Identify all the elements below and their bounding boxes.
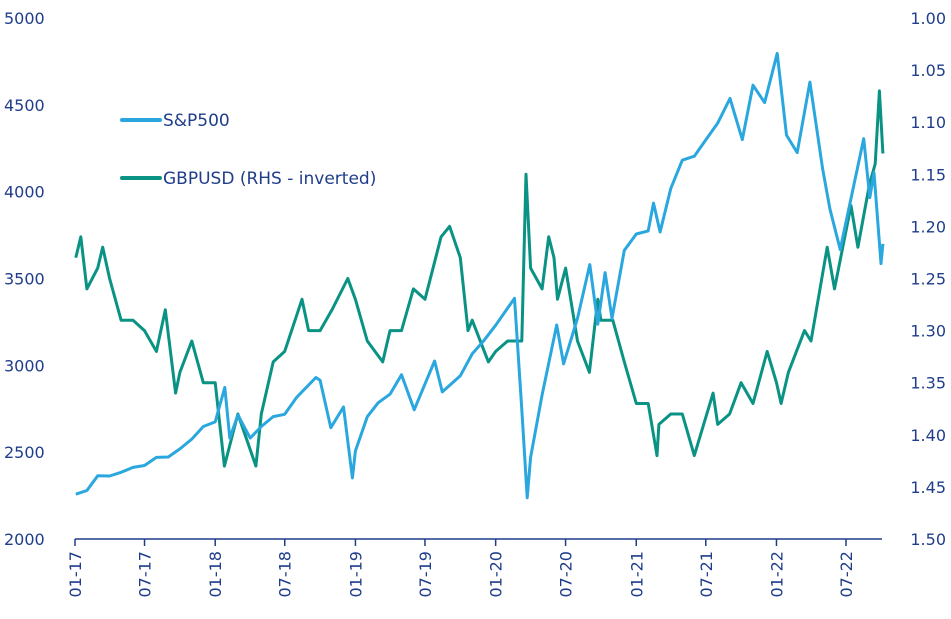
right-tick-label: 1.30 [910,322,946,341]
legend-label-sp500: S&P500 [163,111,230,131]
x-tick-label: 07-19 [416,551,435,598]
x-tick-label: 01-17 [66,551,85,598]
x-tick-label: 07-21 [697,551,716,598]
left-tick-label: 4500 [4,96,45,115]
left-tick-label: 3000 [4,356,45,375]
right-tick-label: 1.35 [910,374,946,393]
x-tick-label: 01-20 [487,551,506,598]
x-axis-ticks: 01-17 07-17 01-18 07-18 01-19 07-19 01-20 07-20… [66,539,856,598]
x-tick-label: 01-21 [627,551,646,598]
x-tick-label: 01-19 [346,551,365,598]
legend-label-gbpusd: GBPUSD (RHS - inverted) [163,169,376,189]
left-tick-label: 2000 [4,530,45,549]
right-tick-label: 1.45 [910,478,946,497]
right-tick-label: 1.20 [910,217,946,236]
x-tick-label: 07-17 [136,551,155,598]
left-tick-label: 4000 [4,183,45,202]
right-tick-label: 1.40 [910,426,946,445]
right-tick-label: 1.25 [910,270,946,289]
right-axis-ticks: 1.00 1.05 1.10 1.15 1.20 1.25 1.30 1.35 1.40 1.45… [910,9,946,549]
x-tick-label: 07-18 [276,551,295,598]
left-tick-label: 2500 [4,443,45,462]
legend: S&P500 GBPUSD (RHS - inverted) [120,111,376,189]
x-tick-label: 01-22 [767,551,786,598]
right-tick-label: 1.05 [910,61,946,80]
left-tick-label: 3500 [4,270,45,289]
left-axis-ticks: 5000 4500 4000 3500 3000 2500 2000 [4,9,45,549]
gbpusd-line [74,89,885,468]
right-tick-label: 1.15 [910,165,946,184]
series-lines [74,51,885,500]
x-tick-label: 07-20 [557,551,576,598]
right-tick-label: 1.10 [910,113,946,132]
right-tick-label: 1.00 [910,9,946,28]
x-tick-label: 01-18 [206,551,225,598]
x-tick-label: 07-22 [837,551,856,598]
left-tick-label: 5000 [4,9,45,28]
sp500-line [75,51,885,500]
right-tick-label: 1.50 [910,530,946,549]
